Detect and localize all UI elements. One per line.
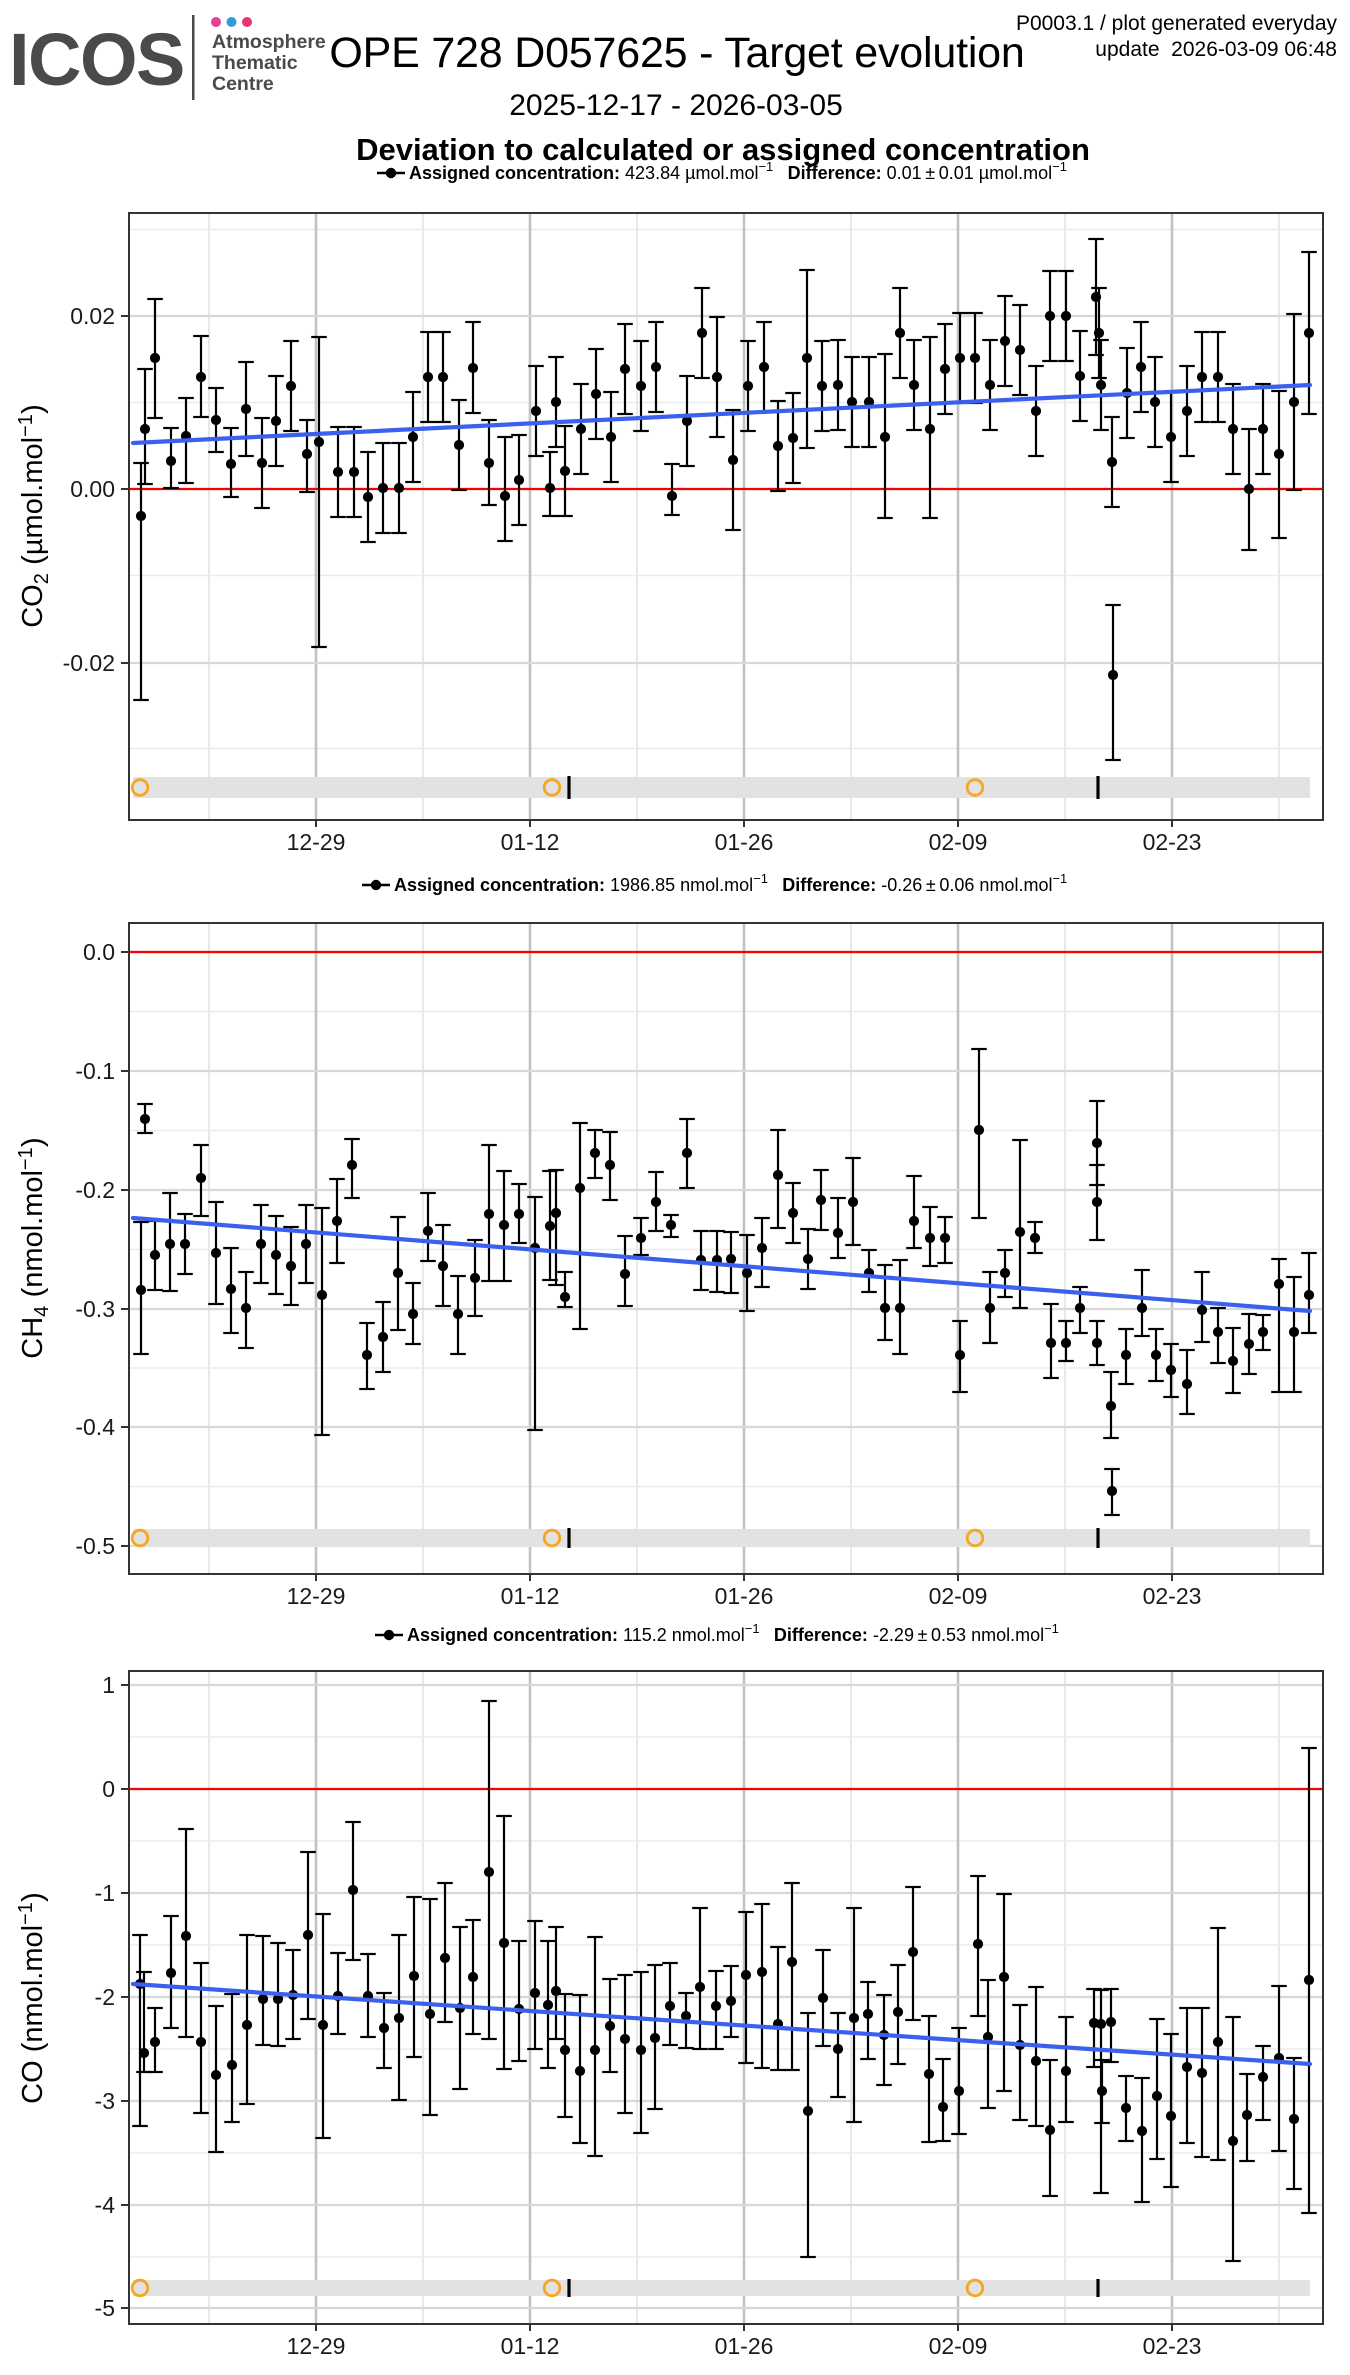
svg-text:OPE 728 D057625 - Target evolu: OPE 728 D057625 - Target evolution — [329, 29, 1024, 77]
svg-text:-3: -3 — [95, 2088, 115, 2114]
svg-text:01-12: 01-12 — [501, 2333, 560, 2359]
svg-text:ICOS: ICOS — [9, 18, 184, 101]
svg-text:0.00: 0.00 — [70, 476, 115, 502]
svg-text:Assigned concentration: 1986.8: Assigned concentration: 1986.85 nmol.mol… — [394, 871, 1068, 895]
svg-text:01-12: 01-12 — [501, 829, 560, 855]
svg-text:Assigned concentration: 115.2: Assigned concentration: 115.2 nmol.mol−1… — [407, 1621, 1059, 1645]
svg-text:02-09: 02-09 — [929, 1583, 988, 1609]
svg-text:CH4 (nmol.mol−1 ): CH4 (nmol.mol−1 ) — [15, 1137, 53, 1358]
svg-text:-5: -5 — [95, 2295, 115, 2321]
svg-text:01-12: 01-12 — [501, 1583, 560, 1609]
svg-text:02-09: 02-09 — [929, 829, 988, 855]
svg-text:-0.5: -0.5 — [75, 1533, 115, 1559]
svg-text:1: 1 — [102, 1672, 115, 1698]
svg-text:-1: -1 — [95, 1880, 115, 1906]
svg-text:Thematic: Thematic — [212, 52, 298, 74]
svg-text:12-29: 12-29 — [287, 2333, 346, 2359]
svg-text:Deviation to calculated or ass: Deviation to calculated or assigned conc… — [356, 132, 1090, 167]
svg-text:12-29: 12-29 — [287, 829, 346, 855]
svg-text:Centre: Centre — [212, 73, 274, 95]
svg-text:01-26: 01-26 — [715, 829, 774, 855]
svg-text:0.0: 0.0 — [83, 939, 115, 965]
svg-text:-0.3: -0.3 — [75, 1296, 115, 1322]
svg-text:Assigned concentration: 423.84: Assigned concentration: 423.84 µmol.mol−… — [409, 159, 1067, 183]
svg-text:-0.2: -0.2 — [75, 1177, 115, 1203]
svg-text:12-29: 12-29 — [287, 1583, 346, 1609]
svg-text:01-26: 01-26 — [715, 1583, 774, 1609]
svg-text:-0.1: -0.1 — [75, 1058, 115, 1084]
svg-text:Atmosphere: Atmosphere — [212, 31, 326, 53]
svg-text:CO2 (µmol.mol−1 ): CO2 (µmol.mol−1 ) — [15, 404, 53, 628]
svg-text:0.02: 0.02 — [70, 303, 115, 329]
svg-text:0: 0 — [102, 1776, 115, 1802]
svg-text:P0003.1 / plot generated every: P0003.1 / plot generated everyday — [1016, 12, 1338, 35]
svg-text:02-23: 02-23 — [1143, 829, 1202, 855]
svg-text:-0.4: -0.4 — [75, 1414, 115, 1440]
svg-text:02-23: 02-23 — [1143, 1583, 1202, 1609]
svg-text:02-23: 02-23 — [1143, 2333, 1202, 2359]
svg-text:2025-12-17 - 2026-03-05: 2025-12-17 - 2026-03-05 — [509, 89, 843, 122]
svg-text:-2: -2 — [95, 1984, 115, 2010]
svg-text:02-09: 02-09 — [929, 2333, 988, 2359]
svg-text:-4: -4 — [95, 2192, 116, 2218]
svg-text:-0.02: -0.02 — [63, 650, 115, 676]
svg-text:CO (nmol.mol−1 ): CO (nmol.mol−1 ) — [15, 1892, 49, 2104]
svg-text:update 2026-03-09 06:48: update 2026-03-09 06:48 — [1095, 38, 1337, 61]
svg-text:01-26: 01-26 — [715, 2333, 774, 2359]
